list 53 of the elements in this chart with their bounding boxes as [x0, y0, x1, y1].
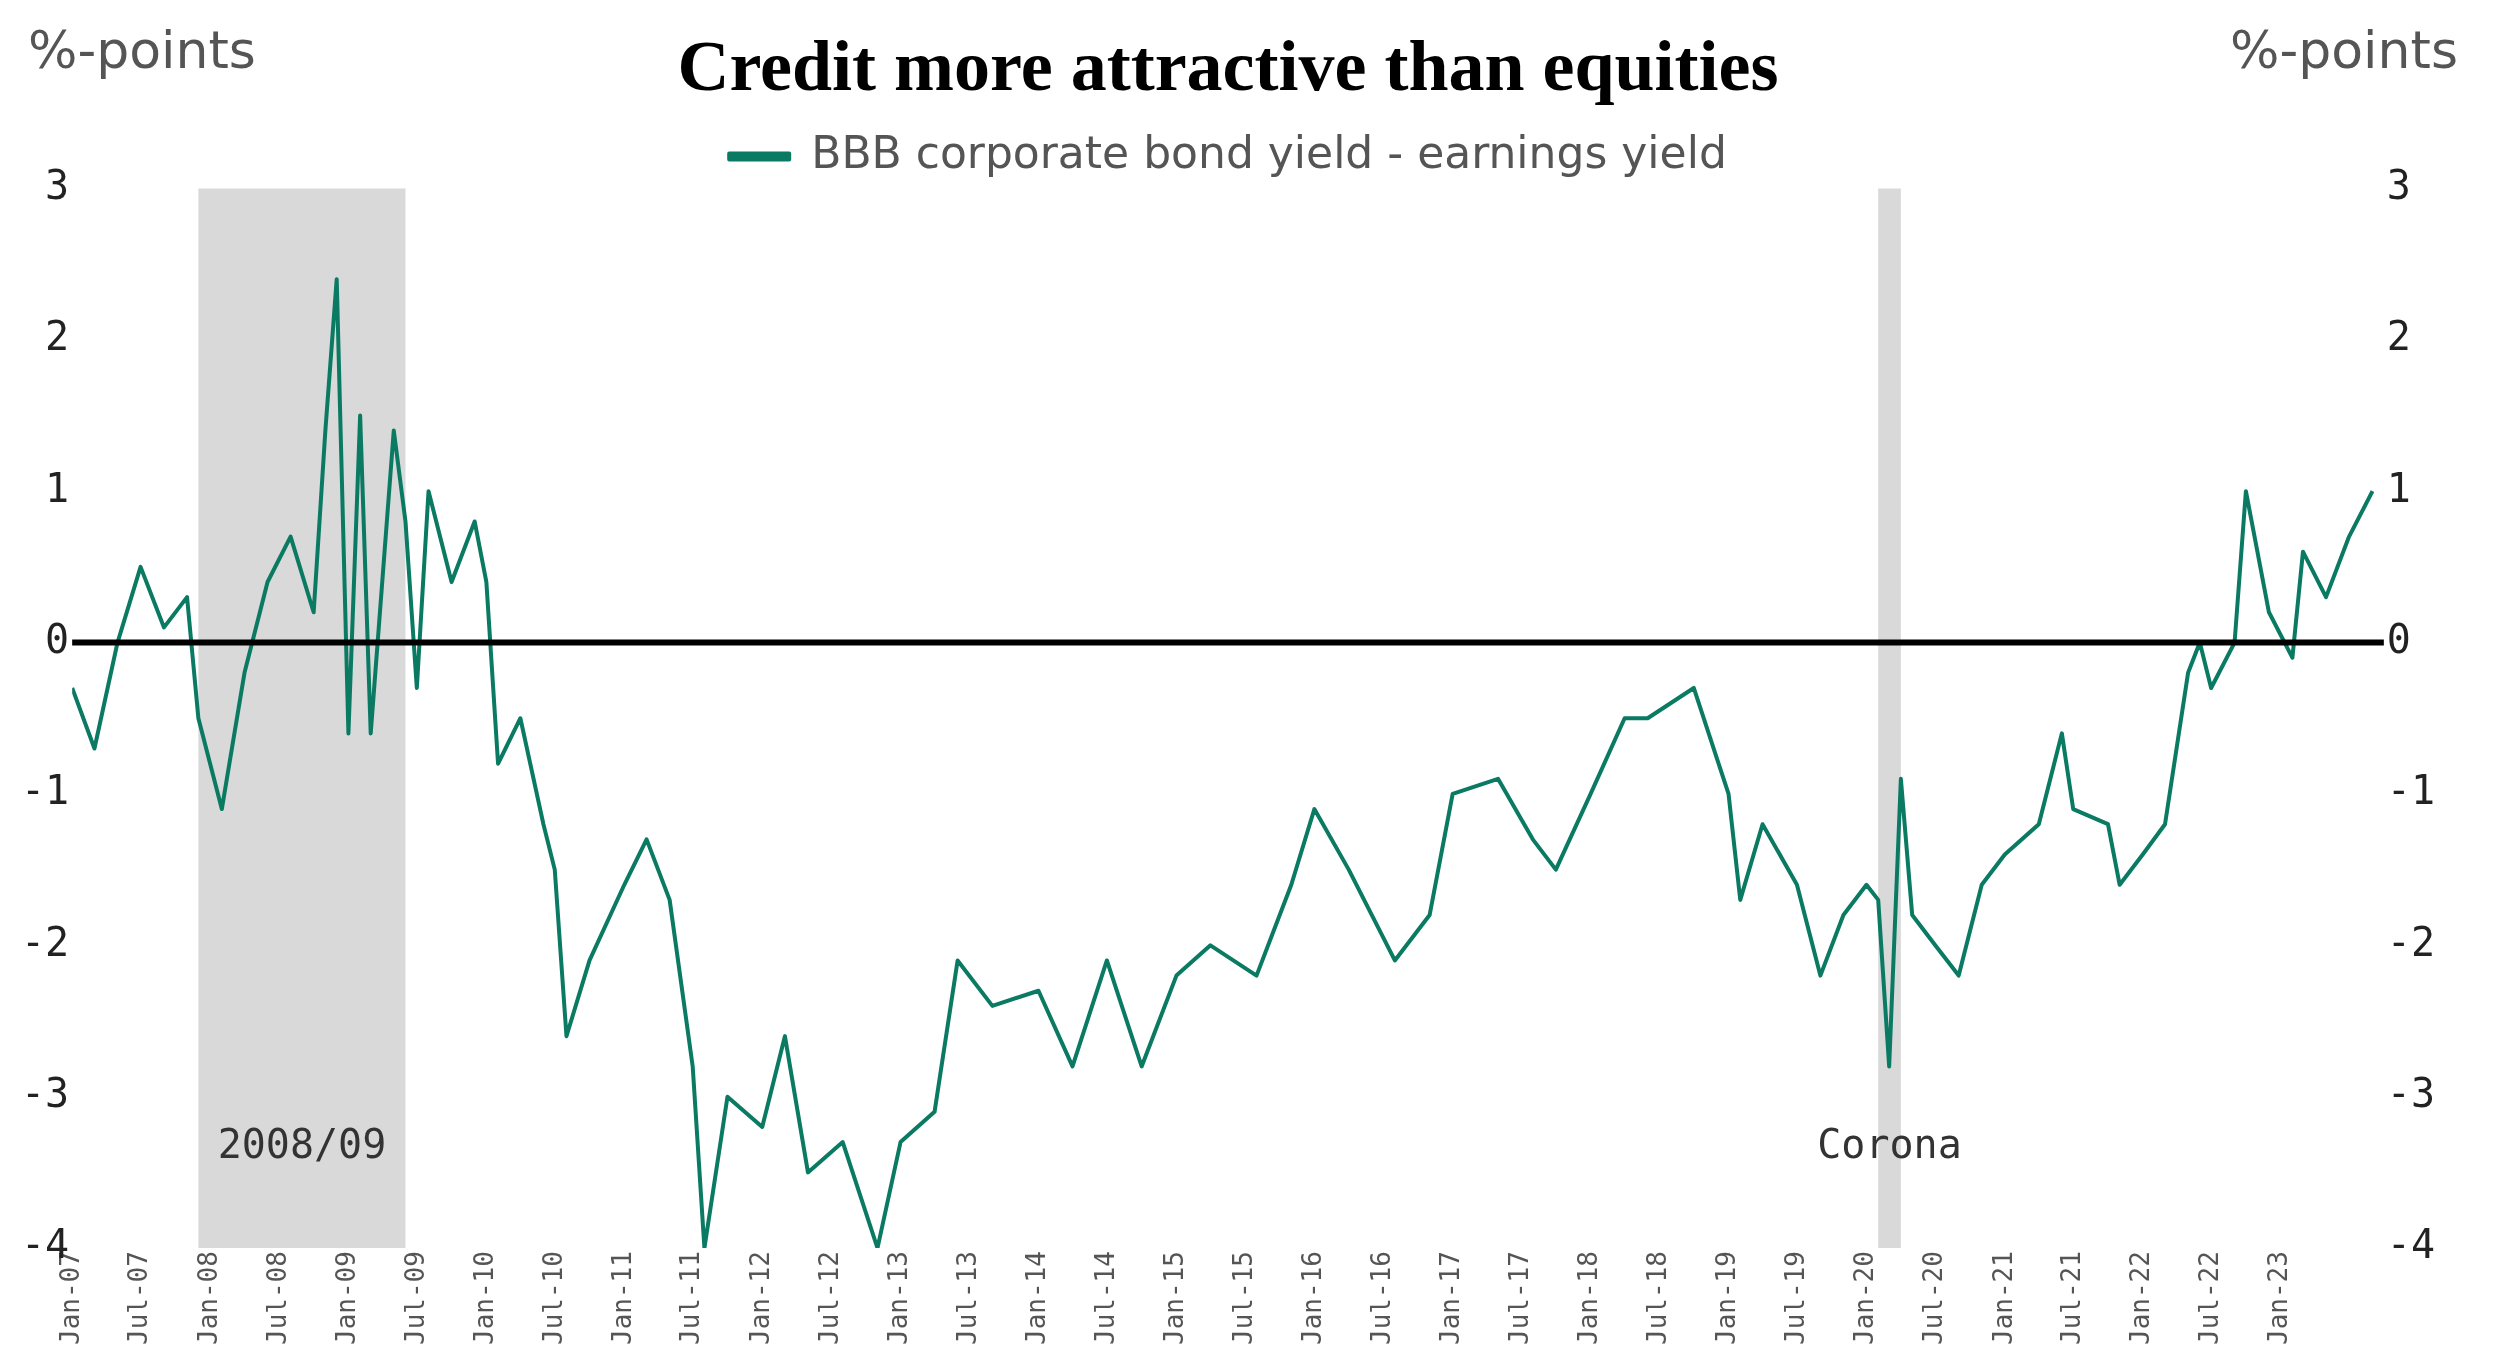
- band-label: Corona: [1817, 1121, 1962, 1168]
- y2-tick-label: -3: [2386, 1070, 2436, 1117]
- x-tick-label: Jan-16: [1297, 1251, 1328, 1345]
- x-tick-label: Jul-08: [261, 1251, 292, 1345]
- y2-tick-label: -2: [2386, 918, 2436, 965]
- x-tick-label: Jul-10: [537, 1251, 568, 1345]
- x-tick-label: Jul-07: [123, 1251, 154, 1345]
- y2-tick-label: -1: [2386, 767, 2436, 814]
- x-tick-label: Jan-21: [1987, 1251, 2018, 1345]
- x-tick-label: Jul-17: [1503, 1251, 1534, 1345]
- x-tick-label: Jan-13: [883, 1251, 914, 1345]
- x-tick-label: Jul-12: [813, 1251, 844, 1345]
- y2-tick-label: 0: [2386, 615, 2411, 662]
- chart-title: Credit more attractive than equities: [677, 25, 1779, 106]
- x-tick-label: Jul-22: [2193, 1251, 2224, 1345]
- x-tick-label: Jul-15: [1227, 1251, 1258, 1345]
- y-tick-label: -2: [20, 918, 70, 965]
- y2-axis-title: %-points: [2230, 19, 2458, 80]
- y2-tick-label: 2: [2386, 313, 2411, 360]
- x-tick-label: Jan-11: [607, 1251, 638, 1345]
- x-tick-label: Jan-12: [744, 1251, 775, 1345]
- x-tick-label: Jan-19: [1711, 1251, 1742, 1345]
- x-tick-label: Jan-22: [2125, 1251, 2156, 1345]
- x-tick-label: Jul-11: [675, 1251, 706, 1345]
- x-tick-label: Jul-09: [399, 1251, 430, 1345]
- band-label: 2008/09: [217, 1121, 387, 1168]
- x-tick-label: Jul-20: [1918, 1251, 1949, 1345]
- y-tick-label: -3: [20, 1070, 70, 1117]
- legend-label: BBB corporate bond yield - earnings yield: [811, 126, 1727, 178]
- y2-tick-label: 3: [2386, 161, 2411, 208]
- x-tick-label: Jan-15: [1159, 1251, 1190, 1345]
- y-tick-label: 3: [45, 161, 70, 208]
- x-tick-label: Jul-19: [1779, 1251, 1810, 1345]
- y2-tick-label: 1: [2386, 464, 2411, 511]
- x-tick-label: Jan-18: [1573, 1251, 1604, 1345]
- x-tick-label: Jul-13: [951, 1251, 982, 1345]
- x-tick-label: Jan-08: [192, 1251, 223, 1345]
- y-tick-label: 1: [45, 464, 70, 511]
- y-tick-label: 2: [45, 313, 70, 360]
- x-tick-label: Jan-10: [469, 1251, 500, 1345]
- y2-tick-label: -4: [2386, 1221, 2436, 1268]
- x-tick-label: Jan-17: [1435, 1251, 1466, 1345]
- x-tick-label: Jul-18: [1641, 1251, 1672, 1345]
- y-tick-label: 0: [45, 615, 70, 662]
- x-tick-label: Jan-09: [331, 1251, 362, 1345]
- x-tick-label: Jul-14: [1089, 1251, 1120, 1345]
- y-tick-label: -1: [20, 767, 70, 814]
- x-tick-label: Jan-20: [1849, 1251, 1880, 1345]
- y-axis-title: %-points: [28, 19, 256, 80]
- x-tick-label: Jul-16: [1365, 1251, 1396, 1345]
- x-tick-label: Jan-14: [1021, 1251, 1052, 1345]
- x-tick-label: Jul-21: [2055, 1251, 2086, 1345]
- x-tick-label: Jan-23: [2263, 1251, 2294, 1345]
